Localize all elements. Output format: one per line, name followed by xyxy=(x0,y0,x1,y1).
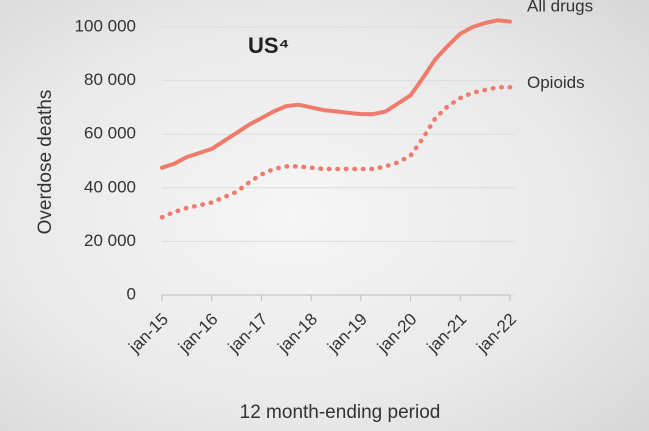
y-tick-label: 60 000 xyxy=(84,124,136,143)
series-line xyxy=(160,18,512,170)
chart-title: US⁴ xyxy=(248,33,289,58)
legend-label: All drugs xyxy=(527,0,593,15)
legend-label: Opioids xyxy=(527,73,585,92)
y-tick-label: 0 xyxy=(127,284,136,303)
y-tick-label: 20 000 xyxy=(84,231,136,250)
y-tick-label: 40 000 xyxy=(84,177,136,196)
series-line xyxy=(159,85,513,220)
y-tick-label: 80 000 xyxy=(84,70,136,89)
y-tick-label: 100 000 xyxy=(75,16,136,35)
x-axis-label: 12 month-ending period xyxy=(240,402,441,423)
y-axis-label: Overdose deaths xyxy=(35,90,56,235)
